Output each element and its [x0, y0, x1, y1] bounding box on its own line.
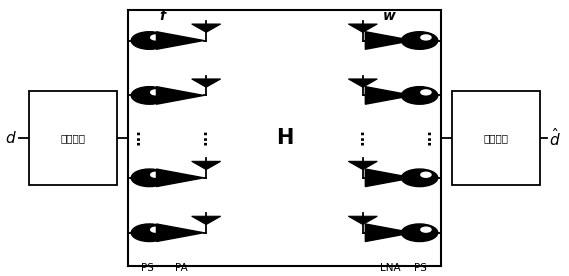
- Circle shape: [131, 169, 168, 187]
- Circle shape: [131, 87, 168, 104]
- Circle shape: [401, 169, 438, 187]
- Polygon shape: [192, 216, 221, 224]
- Text: PA: PA: [175, 263, 188, 274]
- Text: ···: ···: [423, 128, 438, 145]
- Text: w: w: [383, 9, 396, 23]
- Circle shape: [131, 32, 168, 49]
- Circle shape: [151, 90, 161, 95]
- Text: f: f: [159, 9, 166, 23]
- Text: ···: ···: [199, 128, 214, 145]
- Polygon shape: [348, 216, 377, 224]
- Circle shape: [401, 32, 438, 49]
- Polygon shape: [365, 169, 413, 187]
- Text: ···: ···: [131, 128, 146, 145]
- Circle shape: [401, 87, 438, 104]
- Circle shape: [401, 224, 438, 242]
- Polygon shape: [156, 224, 204, 242]
- Circle shape: [151, 35, 161, 40]
- FancyBboxPatch shape: [29, 91, 117, 185]
- Text: ···: ···: [355, 128, 370, 145]
- Circle shape: [151, 227, 161, 232]
- Polygon shape: [365, 224, 413, 242]
- Text: H: H: [276, 128, 293, 148]
- Polygon shape: [365, 32, 413, 49]
- Circle shape: [421, 35, 431, 40]
- Circle shape: [131, 224, 168, 242]
- Text: LNA: LNA: [380, 263, 401, 274]
- Polygon shape: [365, 87, 413, 104]
- Polygon shape: [192, 161, 221, 169]
- Polygon shape: [192, 79, 221, 87]
- Polygon shape: [348, 79, 377, 87]
- Text: $\hat{d}$: $\hat{d}$: [550, 127, 561, 149]
- FancyBboxPatch shape: [452, 91, 540, 185]
- Polygon shape: [156, 169, 204, 187]
- Text: $d$: $d$: [5, 130, 17, 146]
- Polygon shape: [192, 24, 221, 32]
- Circle shape: [421, 227, 431, 232]
- Text: PS: PS: [414, 263, 427, 274]
- Polygon shape: [348, 24, 377, 32]
- Circle shape: [421, 90, 431, 95]
- Text: PS: PS: [141, 263, 154, 274]
- Text: 射频链路: 射频链路: [60, 133, 85, 143]
- Polygon shape: [156, 87, 204, 104]
- Circle shape: [421, 172, 431, 177]
- Polygon shape: [348, 161, 377, 169]
- Text: 射频链路: 射频链路: [484, 133, 509, 143]
- Circle shape: [151, 172, 161, 177]
- Polygon shape: [156, 32, 204, 49]
